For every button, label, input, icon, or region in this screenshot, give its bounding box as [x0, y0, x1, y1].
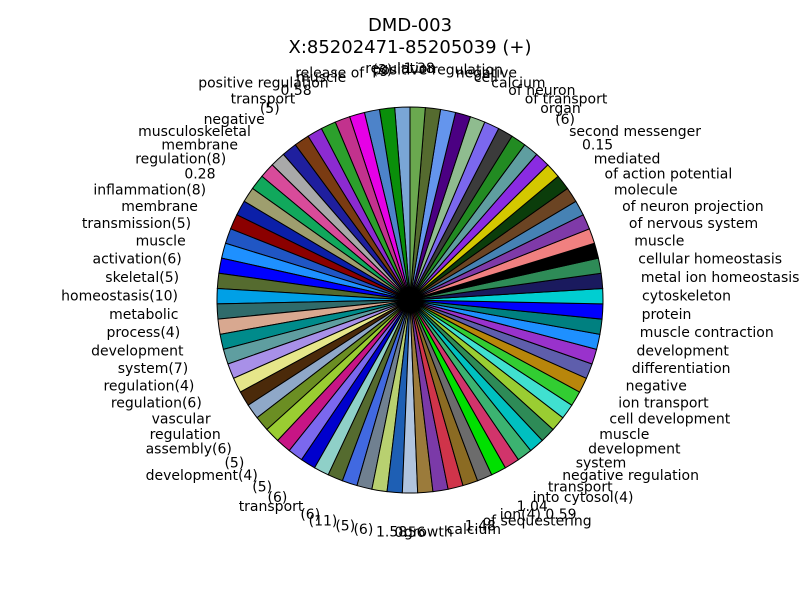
pie-slice-label: mediated [594, 152, 661, 168]
pie-slice-label: transport [548, 480, 613, 496]
pie-slice-label: positive regulation [198, 76, 328, 92]
pie-slice-label: (5) [260, 101, 280, 117]
pie-slice-label: (3) [372, 63, 392, 79]
pie-slice-label: musculoskeletal [138, 124, 251, 140]
pie-slice-label: 1.48 [465, 518, 496, 534]
pie-slice-label: regulation(4) [103, 379, 194, 395]
pie-slice-label: (6) [300, 507, 320, 523]
pie-slice-label: vascular [152, 412, 211, 428]
pie-slice-label: skeletal(5) [105, 270, 179, 286]
pie-slice-label: (5) [252, 480, 272, 496]
pie-slice-label: calcium [491, 76, 545, 92]
pie-slice-label: homeostasis(10) [61, 288, 178, 304]
pie-slice-label: transport [231, 91, 296, 107]
pie-slice-label: muscle contraction [640, 325, 774, 341]
pie-slice-label: development [588, 442, 681, 458]
pie-slice-label: negative [204, 112, 265, 128]
pie-slice-label: muscle [634, 234, 684, 250]
pie-slice-label: of sequestering [483, 513, 592, 529]
pie-slice-label: protein [642, 307, 692, 323]
pie-slices [216, 106, 604, 494]
pie-slice-label: 0.58 [281, 83, 312, 99]
pie-slice-label: second messenger [569, 124, 701, 140]
pie-slice-label: molecule [614, 182, 678, 198]
pie-slice-label: 1.58 [376, 524, 407, 540]
pie-slice-label: growth [404, 524, 453, 540]
pie-slice-label: (5) [224, 455, 244, 471]
pie-slice-label: (6) [555, 112, 575, 128]
pie-slice-label: regulation(8) [135, 152, 226, 168]
pie-slice-label: of nervous system [629, 216, 758, 232]
pie-slice-label: of neuron [508, 83, 575, 99]
pie-slice-label: differentiation [632, 361, 731, 377]
pie-slice-label: metabolic [109, 307, 178, 323]
pie-slice-label: development [637, 343, 730, 359]
pie-slice-label: development [91, 343, 184, 359]
pie-slice-label: (6) [268, 490, 288, 506]
pie-slice-label: regulation [150, 427, 221, 443]
chart-title-line-1: DMD-003 [368, 15, 452, 36]
pie-slice-label: cytoskeleton [642, 288, 731, 304]
pie-slice-label: activation(6) [93, 252, 182, 268]
pie-slice-label: (6) [353, 522, 373, 538]
pie-slice-label: assembly(6) [146, 442, 232, 458]
pie-slice-label: of action potential [605, 167, 733, 183]
pie-slice-label: system(7) [118, 361, 188, 377]
pie-slice-label: 1.38 [404, 61, 435, 77]
pie-slice-label: ion(4) 0.59 [500, 507, 577, 523]
pie-slice-label: regulation [365, 61, 436, 77]
pie-slice-label: organ [540, 101, 580, 117]
pie-slice-label: muscle [136, 234, 186, 250]
pie-slice-label: system [576, 455, 627, 471]
pie-slice-label: cell [474, 70, 498, 86]
pie-slice-label: 0.15 [582, 137, 613, 153]
pie-slice-label: process(4) [107, 325, 181, 341]
pie-slice-label: of neuron projection [622, 199, 764, 215]
pie-slice-label: regulation(6) [111, 395, 202, 411]
pie-slice-label: 1.04 [517, 499, 548, 515]
pie-slice-label: cell development [609, 412, 730, 428]
pie-slice-label: calcium [447, 522, 501, 538]
pie-slice-label: (5) [335, 518, 355, 534]
pie-slice-label: muscle [599, 427, 649, 443]
pie-slice-label: positive regulation [372, 63, 502, 79]
pie-slice-label: cellular homeostasis [638, 252, 782, 268]
chart-title-line-2: X:85202471-85205039 (+) [289, 37, 532, 58]
pie-slice-label: 0.28 [184, 167, 215, 183]
pie-slice-label: transport [239, 499, 304, 515]
pie-slice-label: negative [456, 66, 517, 82]
pie-slice-label: negative regulation [562, 468, 699, 484]
pie-slice-label: release of [295, 66, 365, 82]
pie-slice-label: of transport [525, 91, 608, 107]
pie-slice-label: transmission(5) [82, 216, 191, 232]
pie-slice-label: ion transport [618, 395, 709, 411]
pie-slice-label: development(4) [146, 468, 258, 484]
pie-slice-label: inflammation(8) [93, 182, 206, 198]
pie-slice [409, 106, 426, 301]
pie-slice-label: 0.56 [394, 525, 425, 541]
pie-slice-label: (11) [309, 513, 338, 529]
pie-slice-label: metal ion homeostasis [641, 270, 800, 286]
pie-slice-label: into cytosol(4) [533, 490, 634, 506]
pie-slice-label: muscle [296, 70, 346, 86]
pie-slice-label: membrane [161, 137, 238, 153]
pie-slice-label: negative [626, 379, 687, 395]
pie-slice-label: membrane [121, 199, 198, 215]
